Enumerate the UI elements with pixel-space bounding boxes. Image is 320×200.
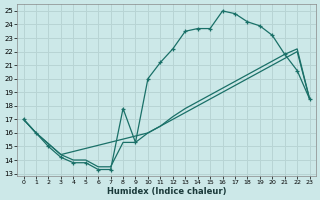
X-axis label: Humidex (Indice chaleur): Humidex (Indice chaleur) (107, 187, 226, 196)
